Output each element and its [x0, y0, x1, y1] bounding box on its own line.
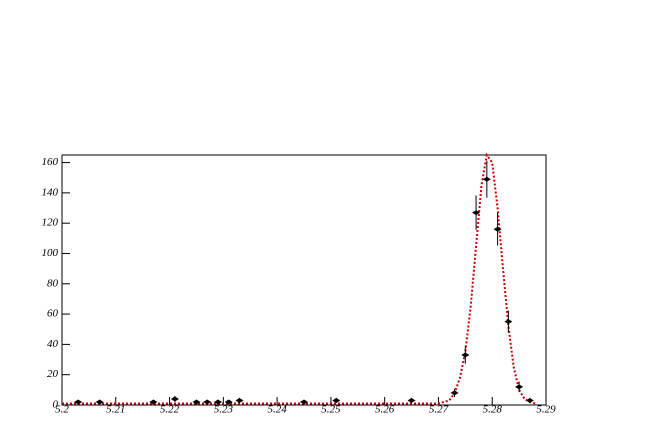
- y-tick-label: 140: [42, 186, 59, 198]
- data-point: [461, 352, 470, 358]
- y-tick-label: 20: [47, 368, 59, 380]
- data-point: [300, 399, 308, 405]
- data-point: [192, 399, 201, 405]
- y-tick-label: 60: [47, 308, 59, 320]
- data-point: [74, 399, 83, 405]
- x-tick-label: 5.25: [321, 404, 341, 416]
- y-tick-label: 80: [47, 277, 59, 289]
- y-tick-label: 120: [42, 217, 59, 229]
- data-point: [203, 399, 212, 405]
- x-tick-label: 5.26: [375, 404, 395, 416]
- y-tick-label: 160: [42, 156, 59, 168]
- y-tick-label: 100: [42, 247, 59, 259]
- data-point: [407, 397, 416, 403]
- data-point: [332, 397, 341, 403]
- data-point: [482, 176, 491, 182]
- x-tick-label: 5.27: [429, 404, 449, 416]
- fit-curve: [62, 152, 536, 405]
- data-point: [213, 399, 222, 405]
- data-point: [450, 390, 459, 396]
- data-point: [224, 399, 233, 405]
- data-point: [170, 396, 179, 402]
- x-tick-label: 5.2: [55, 404, 69, 416]
- data-point: [504, 319, 513, 325]
- data-point: [515, 384, 524, 390]
- data-point: [95, 399, 104, 405]
- x-tick-label: 5.24: [267, 404, 287, 416]
- data-point: [493, 226, 502, 232]
- data-point: [525, 397, 534, 403]
- x-tick-label: 5.28: [483, 404, 503, 416]
- y-tick-label: 40: [47, 338, 59, 350]
- data-point: [149, 399, 158, 405]
- data-point: [235, 397, 244, 403]
- plot-frame: [61, 154, 547, 406]
- x-tick-label: 5.29: [536, 404, 556, 416]
- y-tick-label: 0: [53, 399, 59, 411]
- x-tick-label: 5.21: [106, 404, 125, 416]
- x-tick-label: 5.22: [160, 404, 180, 416]
- data-point: [472, 210, 481, 216]
- x-tick-label: 5.23: [214, 404, 234, 416]
